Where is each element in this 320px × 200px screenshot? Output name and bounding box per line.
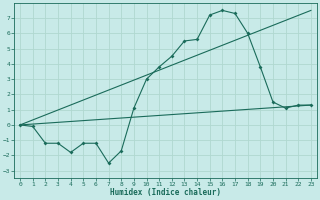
- X-axis label: Humidex (Indice chaleur): Humidex (Indice chaleur): [110, 188, 221, 197]
